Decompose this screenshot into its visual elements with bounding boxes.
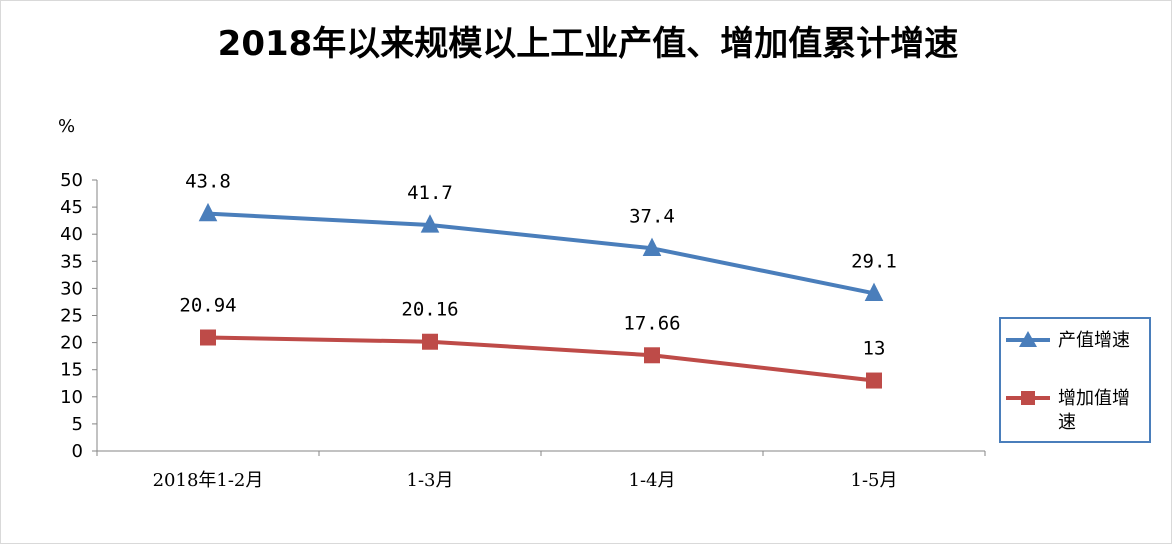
y-tick-label: 10 — [60, 387, 83, 408]
series-2-data-label: 20.94 — [179, 295, 236, 317]
series-2-data-label: 20.16 — [401, 299, 458, 321]
legend-marker-triangle — [1019, 331, 1037, 347]
legend-marker-square — [1021, 391, 1035, 405]
y-tick-label: 40 — [60, 224, 83, 245]
series-1-point — [420, 214, 440, 233]
x-tick-label: 1-5月 — [851, 470, 898, 491]
series-2-data-label: 17.66 — [623, 312, 680, 334]
y-tick-label: 5 — [72, 414, 83, 435]
series-layer — [198, 202, 884, 389]
series-1-point — [198, 202, 218, 222]
legend-label-1: 产值增速 — [1058, 330, 1130, 351]
series-line-2 — [207, 335, 875, 383]
series-2-point — [644, 347, 660, 364]
x-axis-ticks: 2018年1-2月 1-3月 1-4月 1-5月 — [96, 451, 986, 491]
x-tick-label: 1-3月 — [407, 470, 454, 491]
data-labels: 43.8 41.7 37.4 29.1 20.94 20.16 17.66 13 — [179, 171, 896, 360]
y-tick-label: 20 — [60, 333, 83, 354]
series-2-point — [866, 372, 882, 389]
series-1-point — [864, 282, 884, 301]
chart-title: 2018年以来规模以上工业产值、增加值累计增速 — [218, 24, 959, 64]
y-tick-label: 35 — [60, 251, 83, 272]
legend-label-2: 增加值增速 — [1058, 388, 1130, 433]
y-tick-label: 45 — [60, 197, 83, 218]
series-1-point — [642, 237, 662, 256]
series-1-data-label: 29.1 — [851, 250, 897, 272]
y-tick-label: 15 — [60, 360, 83, 381]
y-tick-label: 0 — [72, 441, 83, 462]
series-1-data-label: 41.7 — [407, 182, 453, 204]
y-tick-label: 30 — [60, 278, 83, 299]
x-tick-label: 1-4月 — [629, 470, 676, 491]
y-axis-ticks: 0 5 10 15 20 25 30 35 40 45 50 — [60, 170, 97, 462]
y-tick-label: 50 — [60, 170, 83, 191]
series-2-data-label: 13 — [863, 338, 886, 360]
series-2-point — [200, 329, 216, 346]
y-tick-label: 25 — [60, 306, 83, 327]
series-2-point — [422, 333, 438, 350]
series-1-data-label: 43.8 — [185, 171, 231, 193]
series-1-data-label: 37.4 — [629, 205, 675, 227]
y-axis-unit-label: % — [58, 116, 75, 137]
x-tick-label: 2018年1-2月 — [153, 470, 264, 491]
series-line-1 — [207, 211, 875, 296]
